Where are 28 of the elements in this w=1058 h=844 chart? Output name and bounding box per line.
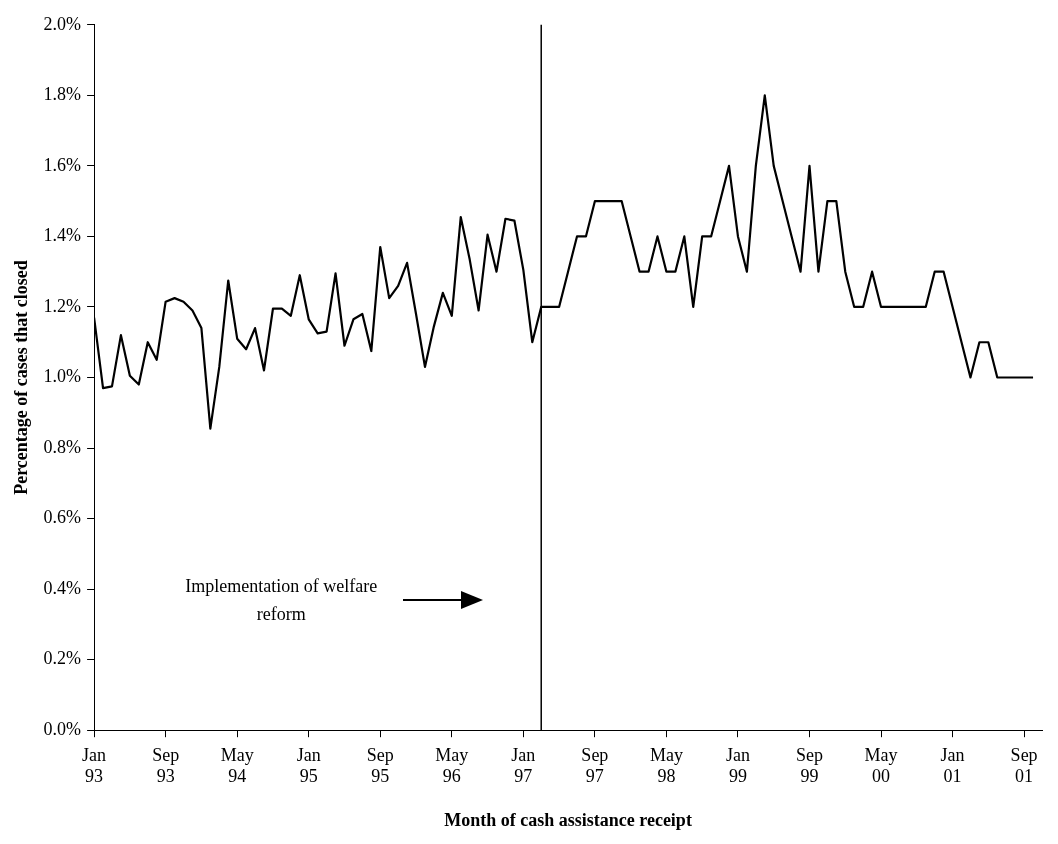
y-tick-label: 1.8% [43, 84, 82, 105]
x-tick-label: Sep 99 [795, 744, 823, 787]
x-tick-label: May 98 [649, 744, 683, 787]
x-tick-label: Jan 01 [940, 744, 965, 787]
y-axis-title: Percentage of cases that closed [11, 260, 32, 495]
y-tick-label: 1.2% [43, 295, 82, 316]
y-tick-label: 0.6% [43, 507, 82, 528]
x-tick-label: Sep 97 [581, 744, 609, 787]
x-axis-title: Month of cash assistance receipt [444, 809, 692, 830]
x-tick-label: Jan 95 [296, 744, 321, 787]
x-tick-label: Sep 01 [1010, 744, 1038, 787]
y-tick-label: 0.8% [43, 436, 82, 457]
x-tick-label: May 94 [220, 744, 254, 787]
x-tick-label: Jan 97 [511, 744, 536, 787]
annotation: Implementation of welfare reform [184, 574, 379, 626]
y-tick-label: 2.0% [43, 13, 82, 34]
x-tick-label: Sep 95 [366, 744, 394, 787]
x-tick-label: Jan 93 [82, 744, 107, 787]
y-tick-label: 1.6% [43, 154, 82, 175]
y-tick-label: 0.0% [43, 718, 82, 739]
y-tick-label: 1.0% [43, 366, 82, 387]
x-tick-label: Jan 99 [725, 744, 750, 787]
x-tick-label: May 96 [435, 744, 469, 787]
y-tick-label: 1.4% [43, 225, 82, 246]
y-tick-label: 0.2% [43, 648, 82, 669]
y-tick-label: 0.4% [43, 577, 82, 598]
x-tick-label: Sep 93 [152, 744, 180, 787]
x-tick-label: May 00 [864, 744, 898, 787]
